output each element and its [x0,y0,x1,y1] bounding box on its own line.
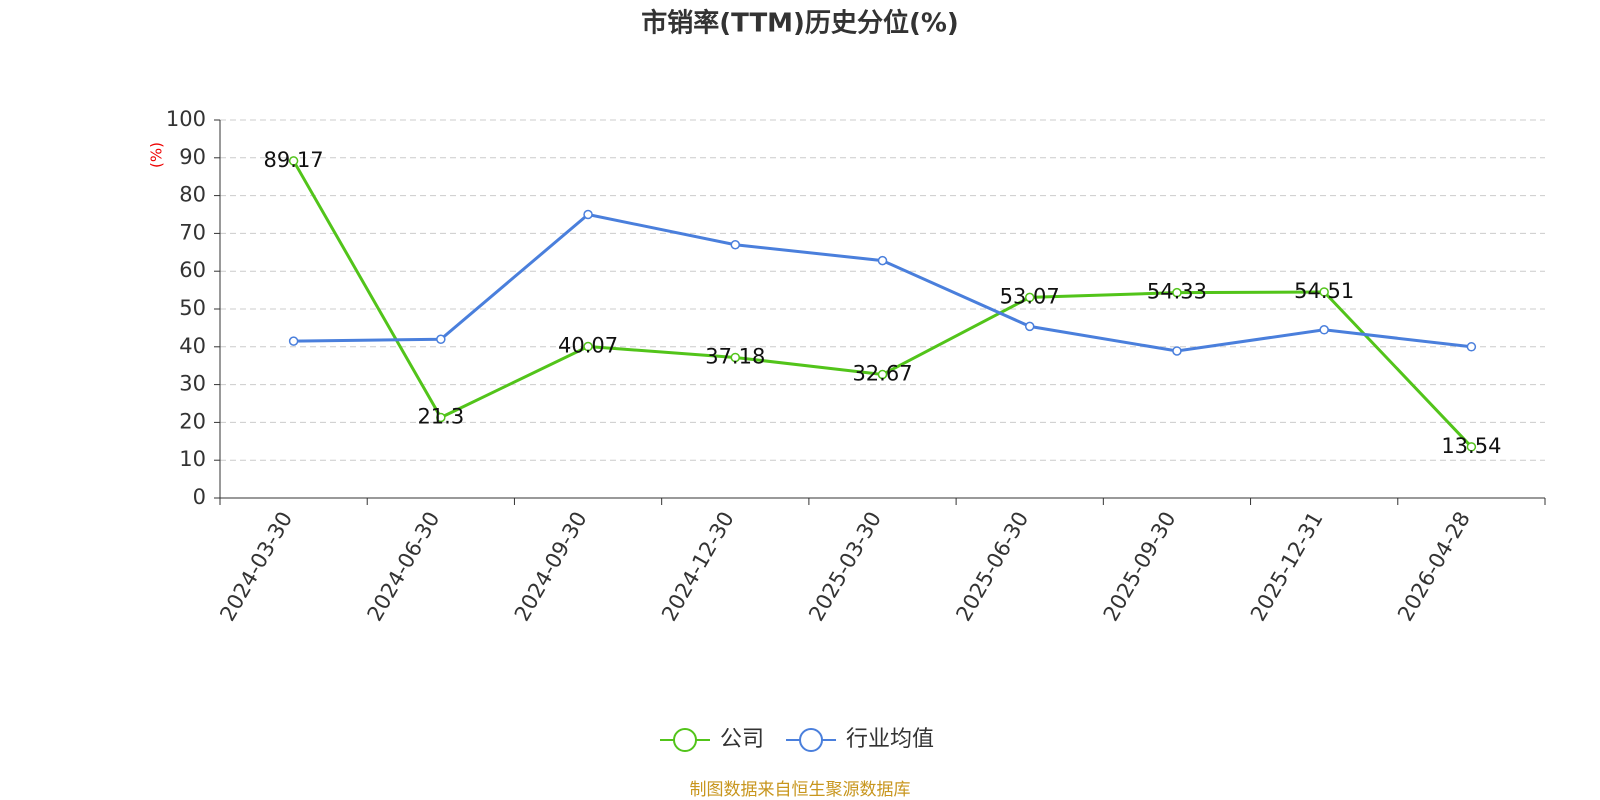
x-tick-label: 2025-03-30 [804,508,886,626]
source-note: 制图数据来自恒生聚源数据库 [690,780,911,800]
data-point [1319,325,1329,335]
data-label: 54.51 [1294,279,1354,303]
y-tick-label: 70 [179,220,206,244]
data-label: 89.17 [264,148,324,172]
data-point [877,369,888,380]
data-point [1319,287,1329,297]
data-label: 53.07 [1000,284,1060,308]
data-point [583,209,593,220]
data-label: 54.33 [1147,280,1207,304]
data-point [1172,346,1182,356]
data-point [730,239,741,250]
y-tick-label: 40 [179,334,206,358]
data-point [1024,321,1035,332]
data-point [730,352,741,363]
x-tick-label: 2024-03-30 [215,508,297,626]
y-tick-label: 0 [193,485,206,509]
data-label: 32.67 [852,362,912,386]
y-tick-label: 20 [179,409,206,433]
y-tick-label: 50 [179,296,206,320]
y-tick-label: 90 [179,145,206,169]
data-point [288,156,299,166]
data-point [583,341,593,352]
data-point [1466,442,1477,452]
x-tick-label: 2024-12-30 [657,508,739,626]
data-point [436,412,446,423]
legend-label: 行业均值 [846,727,934,752]
y-axis-label: (%) [148,142,166,168]
y-tick-label: 60 [179,258,206,282]
x-tick-label: 2026-04-28 [1393,508,1475,626]
data-point [1466,342,1477,352]
chart-title: 市销率(TTM)历史分位(%) [641,8,959,39]
data-point [288,336,299,346]
data-label: 37.18 [705,344,765,368]
legend-label: 公司 [720,727,764,752]
y-tick-label: 80 [179,183,206,207]
legend-marker [673,728,697,752]
data-point [877,255,888,266]
data-label: 13.54 [1441,434,1501,458]
series-line [292,160,1473,448]
data-point [1172,287,1182,298]
data-point [436,334,446,344]
legend-marker [799,728,824,752]
data-point [1024,292,1035,303]
x-tick-label: 2024-06-30 [363,508,445,626]
y-tick-label: 100 [166,107,206,131]
x-tick-label: 2025-12-31 [1246,508,1328,626]
x-tick-label: 2025-09-30 [1099,508,1181,626]
data-label: 21.3 [417,404,464,428]
x-tick-label: 2025-06-30 [951,508,1033,626]
data-label: 40.07 [558,334,618,358]
x-tick-label: 2024-09-30 [510,508,592,626]
y-tick-label: 10 [179,447,206,471]
y-tick-label: 30 [179,372,206,396]
